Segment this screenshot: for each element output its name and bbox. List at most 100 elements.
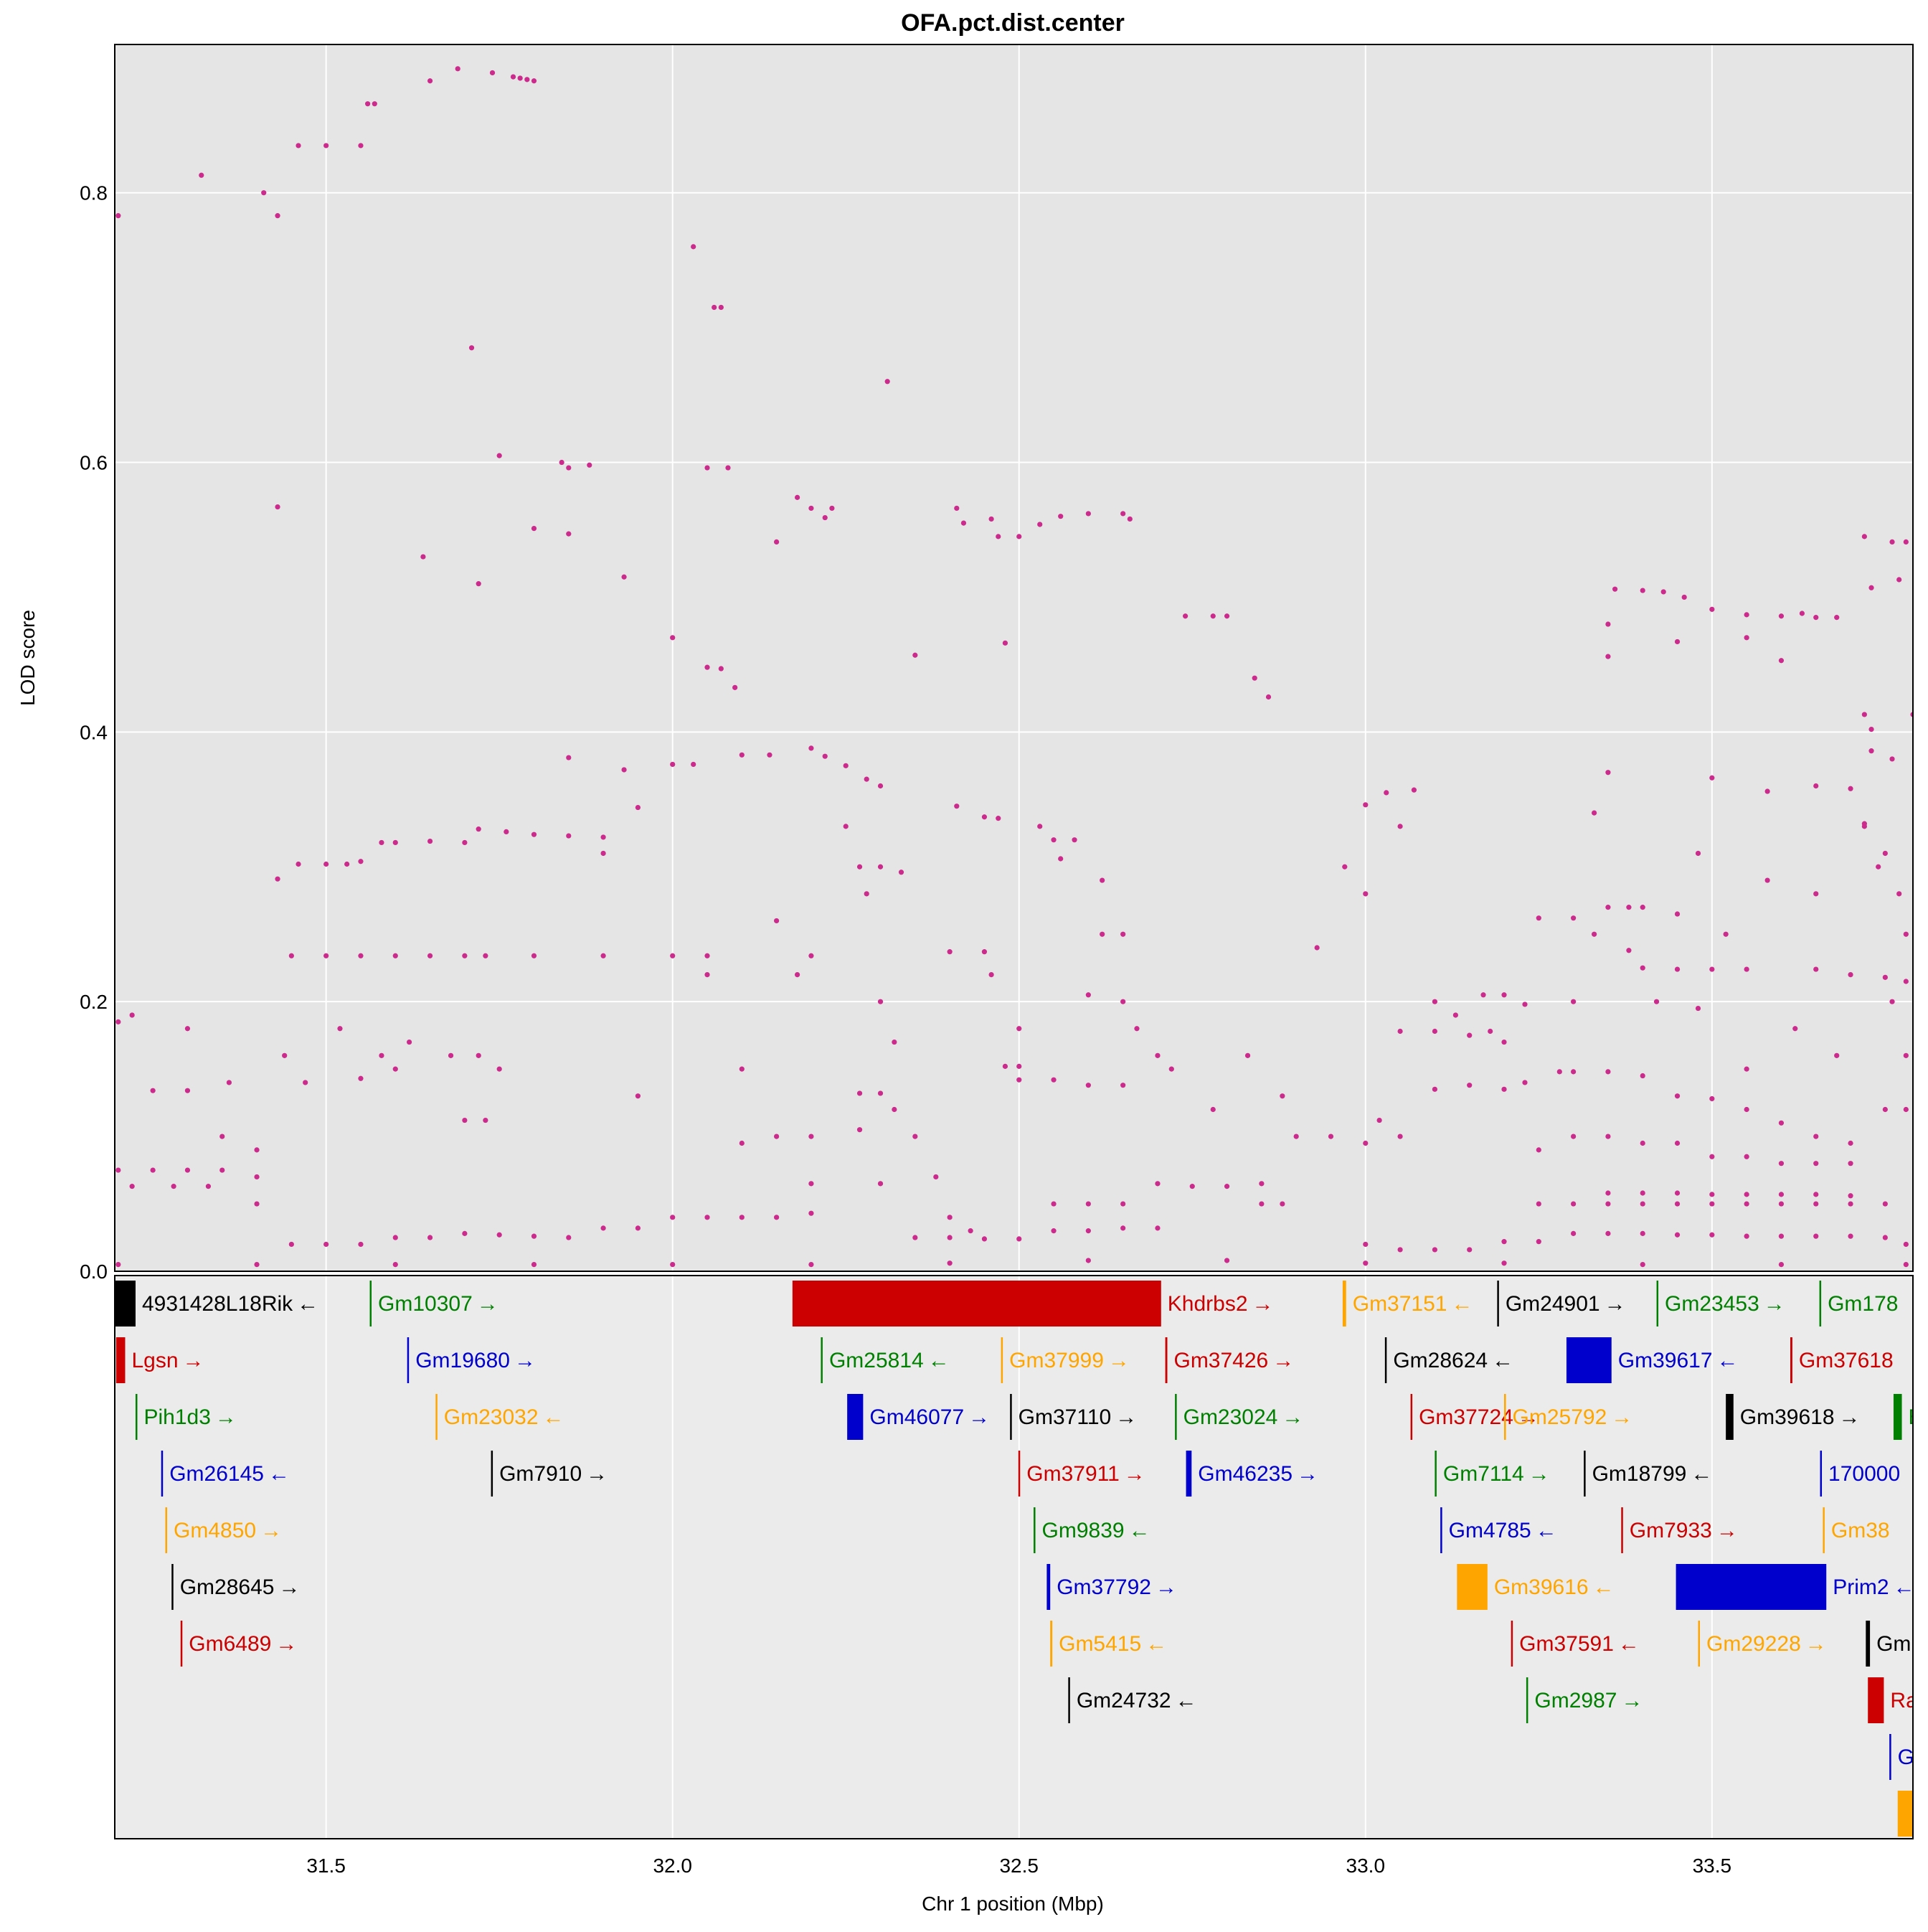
gene-strand-arrow: →	[1716, 1519, 1738, 1542]
lod-point	[1085, 992, 1091, 998]
gene-grid	[325, 1276, 1713, 1839]
lod-point	[1744, 1106, 1749, 1113]
lod-point	[1778, 1161, 1785, 1167]
gene-bar	[1440, 1507, 1442, 1553]
lod-point	[1224, 613, 1230, 619]
lod-point	[1861, 534, 1867, 539]
lod-point	[1280, 1201, 1285, 1207]
lod-point	[822, 753, 828, 759]
lod-point	[476, 826, 481, 832]
lod-point	[372, 101, 377, 107]
gene-strand-arrow: ←	[928, 1349, 950, 1372]
lod-point	[670, 1215, 676, 1220]
lod-point	[1376, 1117, 1382, 1123]
lod-point	[1259, 1201, 1265, 1207]
lod-panel-border	[114, 44, 1914, 1272]
gene-strand-arrow: →	[1282, 1405, 1303, 1429]
lod-point	[1051, 1228, 1057, 1234]
lod-point	[1778, 1233, 1785, 1239]
lod-point	[1016, 1236, 1022, 1242]
lod-point	[822, 514, 828, 521]
lod-point	[1674, 1093, 1681, 1099]
gene-bar	[1823, 1507, 1825, 1553]
gene-label: Gm9839 ←	[1042, 1519, 1150, 1542]
lod-point	[1709, 1192, 1715, 1197]
gene-label: Gm39617 ←	[1618, 1349, 1739, 1372]
lod-point	[732, 684, 738, 690]
lod-point	[1155, 1181, 1161, 1187]
gene-label: Gm25792 →	[1513, 1405, 1633, 1429]
lod-point	[1640, 1190, 1645, 1196]
gene-strand-arrow: →	[968, 1405, 990, 1429]
lod-point	[829, 505, 835, 512]
lod-point	[1210, 1106, 1216, 1113]
lod-point	[379, 1052, 384, 1058]
lod-point	[1363, 802, 1369, 808]
lod-point	[1882, 1106, 1888, 1113]
lod-point	[739, 1140, 745, 1146]
gene-bar	[1790, 1337, 1792, 1383]
lod-point	[1896, 891, 1902, 897]
lod-point	[1903, 1262, 1909, 1268]
lod-point	[635, 1093, 641, 1099]
lod-point	[1709, 1201, 1715, 1207]
lod-point	[1363, 1140, 1369, 1146]
lod-point	[1764, 788, 1770, 794]
lod-point	[1536, 1147, 1541, 1153]
lod-point	[420, 554, 426, 560]
gene-bar	[407, 1337, 410, 1383]
lod-point	[1328, 1134, 1334, 1139]
lod-point	[864, 776, 869, 782]
lod-point	[1397, 1134, 1403, 1139]
lod-point	[462, 1117, 468, 1123]
lod-point	[635, 804, 641, 811]
lod-point	[1640, 965, 1645, 971]
gene-bar	[115, 1337, 126, 1383]
lod-point	[691, 244, 696, 250]
lod-point	[1571, 1069, 1577, 1075]
lod-point	[1903, 1052, 1909, 1058]
y-axis-ticks: 0.0 0.2 0.4 0.6 0.8	[80, 182, 108, 1283]
lod-point	[323, 143, 329, 149]
gene-panel	[115, 1276, 1913, 1839]
lod-point	[1058, 514, 1064, 519]
gene-bar	[171, 1564, 174, 1610]
lod-point	[1605, 770, 1611, 776]
lod-point	[1674, 1232, 1681, 1238]
gene-label: Gm19680 →	[415, 1349, 536, 1372]
gene-bar	[1342, 1281, 1346, 1327]
lod-point	[988, 971, 994, 978]
lod-point	[496, 1232, 502, 1238]
lod-point	[1127, 516, 1133, 522]
lod-point	[1889, 539, 1895, 545]
lod-point	[1571, 915, 1577, 921]
lod-point	[808, 505, 814, 512]
lod-point	[1488, 1028, 1493, 1035]
x-tick-label: 33.5	[1693, 1855, 1732, 1877]
gene-label: Gm24732 ←	[1077, 1689, 1197, 1712]
lod-point	[947, 1215, 953, 1220]
lod-point	[205, 1184, 212, 1189]
lod-point	[1293, 1134, 1299, 1139]
lod-point	[483, 953, 488, 958]
lod-point	[129, 1184, 135, 1189]
lod-point	[1363, 1241, 1369, 1248]
lod-point	[1016, 534, 1022, 539]
lod-point	[1640, 905, 1645, 910]
lod-point	[704, 953, 710, 958]
lod-point	[1536, 915, 1541, 921]
lod-point	[427, 838, 433, 844]
lod-point	[1058, 856, 1064, 862]
x-tick-label: 32.5	[999, 1855, 1039, 1877]
lod-point	[392, 1235, 398, 1240]
lod-panel	[115, 44, 1913, 1271]
gene-label: Gm39618 →	[1740, 1405, 1861, 1429]
gene-strand-arrow: →	[586, 1462, 608, 1486]
y-tick-label: 0.4	[80, 721, 108, 743]
gene-strand-arrow: →	[1156, 1575, 1177, 1599]
lod-point	[129, 1012, 135, 1018]
lod-point	[504, 829, 509, 835]
lod-point	[670, 953, 676, 958]
gene-label: Gm37426 →	[1173, 1349, 1294, 1372]
y-tick-label: 0.0	[80, 1260, 108, 1283]
